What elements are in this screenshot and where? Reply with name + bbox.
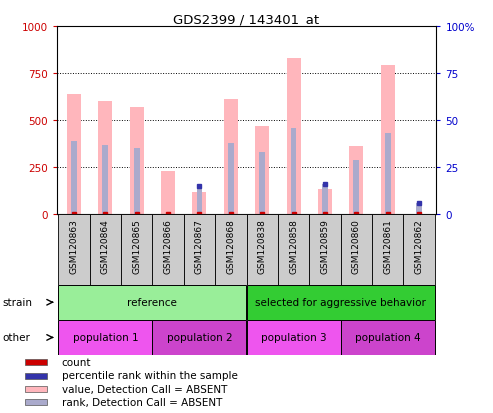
Text: rank, Detection Call = ABSENT: rank, Detection Call = ABSENT: [62, 397, 222, 407]
Text: reference: reference: [128, 297, 177, 308]
Text: strain: strain: [2, 297, 33, 308]
Bar: [416, 204, 422, 215]
Text: GSM120863: GSM120863: [70, 218, 78, 273]
Bar: [224, 100, 238, 215]
Bar: [152, 320, 246, 355]
Bar: [259, 153, 265, 215]
Text: GSM120859: GSM120859: [320, 218, 329, 273]
Bar: [228, 143, 234, 215]
Bar: [130, 108, 144, 215]
Text: other: other: [2, 332, 31, 343]
Text: percentile rank within the sample: percentile rank within the sample: [62, 370, 238, 380]
Bar: [286, 59, 301, 215]
Bar: [152, 215, 184, 285]
Bar: [90, 215, 121, 285]
Bar: [403, 215, 435, 285]
Bar: [161, 171, 175, 215]
Bar: [25, 373, 47, 379]
Bar: [192, 192, 207, 215]
Bar: [71, 142, 77, 215]
Bar: [58, 285, 246, 320]
Bar: [215, 215, 246, 285]
Bar: [184, 215, 215, 285]
Bar: [25, 359, 47, 365]
Title: GDS2399 / 143401_at: GDS2399 / 143401_at: [174, 13, 319, 26]
Bar: [58, 320, 152, 355]
Bar: [98, 102, 112, 215]
Text: GSM120838: GSM120838: [258, 218, 267, 273]
Bar: [372, 215, 403, 285]
Text: GSM120868: GSM120868: [226, 218, 235, 273]
Bar: [322, 185, 328, 215]
Bar: [353, 160, 359, 215]
Text: population 1: population 1: [72, 332, 138, 343]
Bar: [58, 215, 90, 285]
Text: selected for aggressive behavior: selected for aggressive behavior: [255, 297, 426, 308]
Text: GSM120864: GSM120864: [101, 218, 110, 273]
Bar: [246, 285, 435, 320]
Bar: [341, 215, 372, 285]
Bar: [309, 215, 341, 285]
Bar: [318, 190, 332, 215]
Text: GSM120862: GSM120862: [415, 218, 423, 273]
Text: population 2: population 2: [167, 332, 232, 343]
Bar: [341, 320, 435, 355]
Bar: [278, 215, 309, 285]
Bar: [103, 145, 108, 215]
Text: GSM120867: GSM120867: [195, 218, 204, 273]
Text: population 4: population 4: [355, 332, 421, 343]
Bar: [255, 126, 269, 215]
Text: GSM120866: GSM120866: [164, 218, 173, 273]
Bar: [349, 147, 363, 215]
Text: value, Detection Call = ABSENT: value, Detection Call = ABSENT: [62, 384, 227, 394]
Bar: [25, 386, 47, 392]
Bar: [121, 215, 152, 285]
Text: count: count: [62, 357, 91, 367]
Text: population 3: population 3: [261, 332, 326, 343]
Bar: [246, 215, 278, 285]
Bar: [385, 134, 390, 215]
Text: GSM120861: GSM120861: [383, 218, 392, 273]
Text: GSM120860: GSM120860: [352, 218, 361, 273]
Text: GSM120865: GSM120865: [132, 218, 141, 273]
Bar: [67, 95, 81, 215]
Bar: [246, 320, 341, 355]
Bar: [25, 399, 47, 406]
Bar: [381, 66, 395, 215]
Text: GSM120858: GSM120858: [289, 218, 298, 273]
Bar: [291, 128, 296, 215]
Bar: [197, 187, 202, 215]
Bar: [134, 149, 140, 215]
